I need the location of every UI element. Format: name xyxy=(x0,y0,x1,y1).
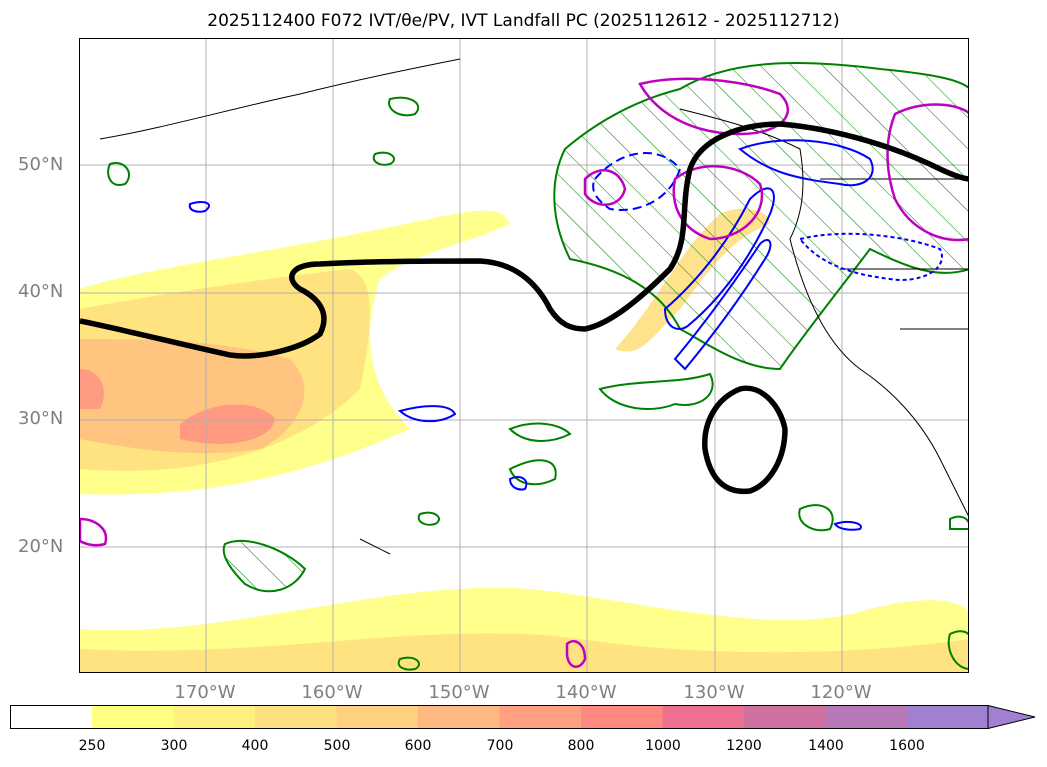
colorbar-segment xyxy=(255,705,337,729)
lon-label-120w: 120°W xyxy=(810,682,872,703)
colorbar-segment xyxy=(92,705,174,729)
colorbar-segment xyxy=(418,705,500,729)
colorbar-segment xyxy=(581,705,663,729)
colorbar-tick: 300 xyxy=(160,738,188,754)
map-title: 2025112400 F072 IVT/θe/PV, IVT Landfall … xyxy=(207,11,840,31)
colorbar-segment xyxy=(662,705,745,729)
colorbar-segment xyxy=(825,705,908,729)
colorbar-tick: 400 xyxy=(241,738,269,754)
colorbar-tick: 1200 xyxy=(726,738,762,754)
colorbar-tick: 700 xyxy=(486,738,514,754)
lon-label-150w: 150°W xyxy=(428,682,490,703)
lat-label-40n: 40°N xyxy=(18,281,64,302)
theta-e-negative-contours xyxy=(188,139,943,531)
map-canvas xyxy=(80,39,968,672)
lon-label-160w: 160°W xyxy=(301,682,363,703)
colorbar-segment xyxy=(10,705,93,729)
colorbar-extend-arrow xyxy=(987,705,1036,730)
colorbar-segment xyxy=(499,705,582,729)
colorbar-tick: 1600 xyxy=(889,738,925,754)
pv-contours xyxy=(80,121,968,495)
hatched-region-small xyxy=(222,539,307,593)
landfall-pc-contours xyxy=(80,77,968,668)
map-panel xyxy=(79,38,969,673)
lat-label-20n: 20°N xyxy=(18,536,64,557)
colorbar-segment xyxy=(173,705,256,729)
colorbar-tick: 1400 xyxy=(808,738,844,754)
colorbar-segment xyxy=(907,705,989,729)
lon-label-140w: 140°W xyxy=(555,682,617,703)
colorbar-segment xyxy=(744,705,826,729)
lon-label-130w: 130°W xyxy=(683,682,745,703)
colorbar-tick: 800 xyxy=(567,738,595,754)
lat-label-50n: 50°N xyxy=(18,154,64,175)
theta-e-positive-contours xyxy=(107,96,968,671)
colorbar xyxy=(10,705,1036,730)
lon-label-170w: 170°W xyxy=(174,682,236,703)
colorbar-tick: 250 xyxy=(78,738,106,754)
colorbar-tick: 1000 xyxy=(645,738,681,754)
lat-label-30n: 30°N xyxy=(18,408,64,429)
colorbar-segment xyxy=(336,705,419,729)
colorbar-tick: 500 xyxy=(323,738,351,754)
colorbar-tick: 600 xyxy=(404,738,432,754)
